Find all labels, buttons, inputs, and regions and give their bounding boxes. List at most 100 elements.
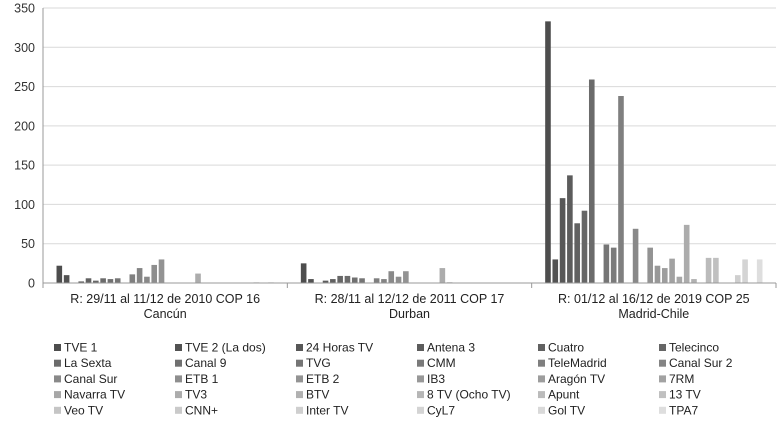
- legend-swatch: [538, 375, 545, 383]
- legend-label: TVG: [306, 356, 331, 370]
- bar: [300, 263, 307, 283]
- bar: [610, 247, 617, 283]
- legend-label: ETB 2: [306, 372, 340, 386]
- legend-swatch: [538, 359, 545, 367]
- x-category-label: R: 01/12 al 16/12 de 2019 COP 25: [558, 292, 750, 306]
- bar: [322, 280, 329, 283]
- legend-swatch: [659, 375, 666, 383]
- legend-swatch: [417, 344, 424, 351]
- legend-swatch: [659, 391, 666, 399]
- legend-label: Aragón TV: [548, 372, 605, 386]
- legend-label: CyL7: [427, 403, 455, 417]
- legend-label: Antena 3: [427, 341, 475, 355]
- bar: [632, 228, 639, 283]
- bar: [151, 264, 158, 283]
- legend-label: 8 TV (Ocho TV): [427, 388, 511, 402]
- bar: [107, 279, 114, 283]
- legend-label: IB3: [427, 372, 445, 386]
- y-tick-label: 50: [21, 237, 35, 251]
- bar: [337, 275, 343, 283]
- legend-swatch: [175, 391, 182, 399]
- bar: [574, 223, 580, 283]
- legend-label: CMM: [427, 356, 456, 370]
- bars: [56, 21, 763, 284]
- legend-swatch: [417, 406, 424, 414]
- y-axis: 0 50 100 150 200 250 300 350: [14, 2, 44, 291]
- bar: [93, 280, 99, 283]
- bar: [78, 281, 85, 283]
- y-tick-label: 100: [14, 198, 35, 212]
- legend-label: Apunt: [548, 388, 580, 402]
- legend-label: Canal 9: [185, 356, 227, 370]
- legend-label: ETB 1: [185, 372, 219, 386]
- legend-label: 13 TV: [669, 388, 701, 402]
- bar: [359, 278, 365, 283]
- legend-swatch: [659, 359, 666, 367]
- bar: [381, 279, 387, 283]
- bar: [691, 279, 697, 283]
- bar: [552, 259, 559, 283]
- bar: [713, 257, 719, 283]
- bar: [403, 271, 409, 283]
- y-tick-label: 250: [14, 80, 35, 94]
- y-tick-label: 200: [14, 119, 35, 133]
- bar: [308, 279, 314, 283]
- legend-label: TV3: [185, 388, 207, 402]
- bar: [683, 224, 690, 283]
- bar: [129, 274, 136, 283]
- legend-swatch: [296, 344, 303, 351]
- legend-swatch: [54, 359, 61, 367]
- bar: [676, 276, 683, 283]
- gridlines: [43, 7, 776, 245]
- legend-swatch: [659, 344, 666, 351]
- x-category-label: Cancún: [144, 307, 187, 321]
- y-tick-label: 350: [14, 2, 35, 16]
- bar: [85, 278, 92, 283]
- legend-swatch: [54, 375, 61, 383]
- legend-swatch: [538, 344, 545, 351]
- legend-swatch: [175, 359, 182, 367]
- legend-swatch: [296, 391, 303, 399]
- bar: [388, 271, 395, 283]
- bar: [603, 244, 610, 283]
- bar: [158, 259, 165, 283]
- legend-label: 24 Horas TV: [306, 341, 373, 355]
- bar: [136, 268, 143, 283]
- bar: [56, 265, 63, 283]
- bar: [661, 268, 668, 283]
- bar: [581, 210, 588, 283]
- legend-label: Cuatro: [548, 341, 584, 355]
- legend: TVE 1 TVE 2 (La dos) 24 Horas TV Antena 3 Cu…: [54, 341, 733, 417]
- bar: [654, 265, 661, 283]
- legend-swatch: [175, 344, 182, 351]
- bar: [545, 21, 551, 284]
- x-category-label: R: 28/11 al 12/12 de 2011 COP 17: [315, 292, 505, 306]
- bar: [439, 268, 446, 283]
- legend-swatch: [659, 406, 666, 414]
- bar: [705, 257, 712, 283]
- bar: [330, 279, 336, 283]
- bar: [742, 259, 748, 283]
- bar: [395, 276, 402, 283]
- legend-label: TVE 1: [64, 341, 98, 355]
- legend-swatch: [296, 359, 303, 367]
- bar: [100, 278, 106, 283]
- bar: [351, 277, 358, 283]
- legend-label: Inter TV: [306, 403, 348, 417]
- legend-label: TVE 2 (La dos): [185, 341, 266, 355]
- bar: [195, 273, 201, 283]
- bar: [647, 247, 653, 283]
- legend-swatch: [538, 406, 545, 414]
- x-category-label: R: 29/11 al 11/12 de 2010 COP 16: [70, 292, 260, 306]
- bar: [567, 175, 573, 283]
- y-tick-label: 0: [28, 277, 35, 291]
- legend-swatch: [538, 391, 545, 399]
- legend-label: CNN+: [185, 403, 218, 417]
- legend-swatch: [54, 406, 61, 414]
- x-category-label: Durban: [389, 307, 430, 321]
- legend-label: Telecinco: [669, 341, 719, 355]
- bar: [559, 198, 566, 283]
- bar: [669, 258, 675, 283]
- bar: [144, 276, 150, 283]
- bar: [734, 275, 741, 283]
